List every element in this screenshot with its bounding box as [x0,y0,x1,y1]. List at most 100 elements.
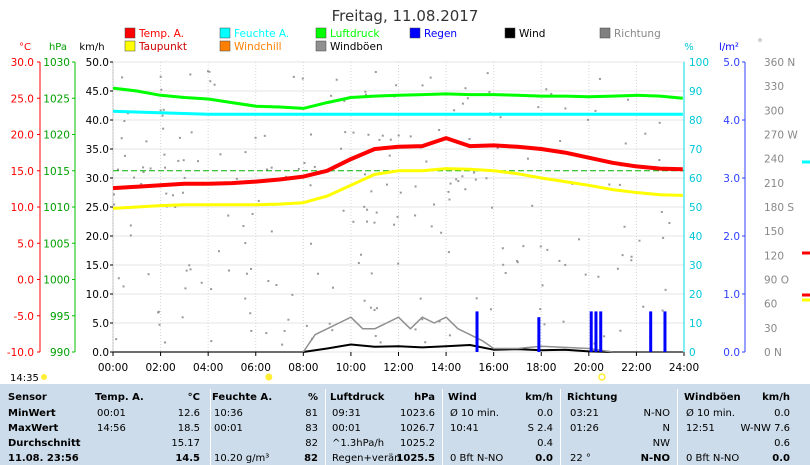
table-header-unit: % [307,392,318,403]
direction-dot [219,153,222,156]
direction-dot [562,320,565,323]
rain-tick-label: 5.0 [723,57,740,69]
direction-dot [516,260,519,263]
direction-dot [475,297,478,300]
axis-unit-direction: ° [758,38,763,49]
direction-dot [209,80,212,83]
direction-dot [122,285,125,288]
direction-dot [206,70,209,73]
legend-swatch [504,27,516,39]
direction-dot [287,318,290,321]
table-cell-sub: 10:36 [214,408,243,419]
table-header: Richtung [567,392,618,403]
direction-dot [396,215,399,218]
legend-swatch [219,40,231,52]
direction-dot [328,322,331,325]
direction-dot [440,231,443,234]
direction-dot [414,214,417,217]
direction-dot [616,267,619,270]
temp-tick-label: 10.0 [11,202,34,214]
legend-swatch [124,27,136,39]
direction-dot [447,251,450,254]
direction-dot [594,109,597,112]
rain-tick-label: 0.0 [723,347,740,359]
direction-dot [147,273,150,276]
temp-tick-label: 5.0 [17,238,34,250]
legend-label: Windchill [234,41,282,53]
direction-dot [188,264,191,267]
direction-dot [213,83,216,86]
table-header: Wind [448,392,477,403]
direction-dot [485,177,488,180]
direction-dot [464,188,467,191]
table-cell-value: 82 [304,453,318,464]
direction-dot [501,247,504,250]
direction-dot [309,184,312,187]
direction-dot [181,316,184,319]
direction-dot [414,328,417,331]
direction-dot [378,138,381,141]
grid [112,61,685,353]
direction-dot [421,84,424,87]
stats-table: Sensor Temp. A. °C Feuchte A.% Luftdruck hPa W… [0,384,810,465]
direction-dot [397,134,400,137]
direction-dot [662,236,665,239]
direction-dot [165,192,168,195]
direction-dot [181,191,184,194]
x-tick-label: 06:00 [241,362,271,374]
direction-dot [545,88,548,91]
direction-dot [363,173,366,176]
axis-unit-pressure: hPa [49,42,67,53]
direction-dot [129,224,132,227]
direction-dot [163,153,166,156]
rain-bar [475,311,479,352]
direction-dot [370,272,373,275]
direction-dot [559,140,562,143]
direction-dot [335,78,338,81]
direction-dot [455,178,458,181]
direction-tick-label: 210 [764,178,784,190]
chart-title: Freitag, 11.08.2017 [332,7,479,25]
temp-tick-label: -5.0 [14,311,35,323]
legend-swatch [409,27,421,39]
direction-dot [117,277,120,280]
direction-dot [159,109,162,112]
direction-tick-label: 330 [764,81,784,93]
direction-dot [457,180,460,183]
pressure-tick-label: 1025 [43,93,70,105]
temp-tick-label: -10.0 [7,347,34,359]
table-row-label: MaxWert [8,423,59,434]
direction-dot [624,142,627,145]
sunrise-marker [265,373,273,381]
wind-tick-label: 25.0 [86,202,109,214]
legend-label: Windböen [330,41,383,53]
direction-dot [244,151,247,154]
direction-tick-label: 90 O [764,275,789,287]
table-cell-sub: 22 ° [570,453,591,464]
humidity-tick-label: 70 [689,144,702,156]
table-cell-value: 1023.6 [400,408,435,419]
table-cell-value: N [662,423,670,434]
direction-dot [352,131,355,134]
direction-dot [522,245,525,248]
direction-dot [142,171,145,174]
direction-dot [395,84,398,87]
direction-dot [502,263,505,266]
direction-dot [424,341,427,344]
wind-tick-label: 5.0 [92,318,109,330]
direction-dot [343,99,346,102]
axis-unit-humidity: % [684,42,694,53]
direction-dot [331,329,334,332]
table-cell-sub: 0 Bft N-NO [450,453,504,464]
direction-dot [644,132,647,135]
direction-dot [250,267,253,270]
humidity-tick-label: 40 [689,231,702,243]
wind-tick-label: 0.0 [92,347,109,359]
direction-dot [270,166,273,169]
legend-label: Feuchte A. [234,28,289,40]
direction-tick-label: 300 [764,105,784,117]
series-line-luftdruck [112,86,683,110]
direction-dot [375,307,378,310]
direction-dot [331,286,334,289]
direction-dot [658,121,661,124]
